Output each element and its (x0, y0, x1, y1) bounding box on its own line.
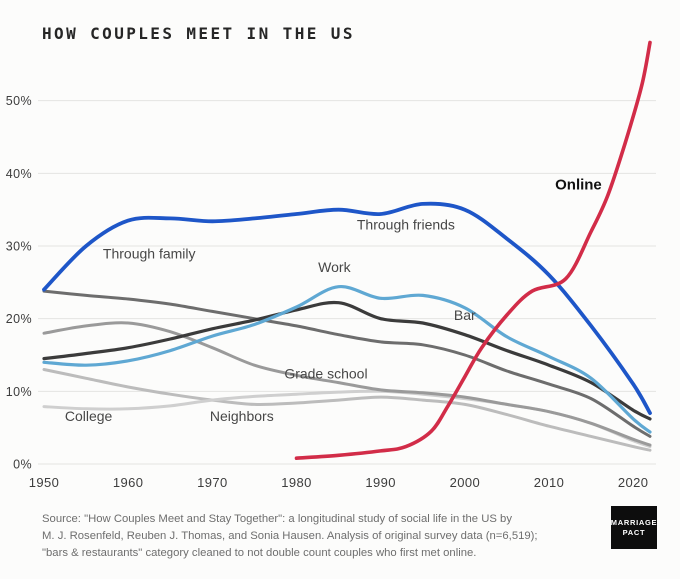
logo-line-2: PACT (622, 528, 646, 537)
series-line-work (42, 285, 652, 434)
series-line-friends (42, 201, 652, 415)
x-tick-label: 1950 (29, 475, 60, 490)
series-line-bar (42, 300, 652, 421)
y-tick-label: 50% (6, 94, 32, 108)
series-line-neighbors (42, 368, 652, 452)
x-tick-label: 2020 (618, 475, 649, 490)
y-tick-label: 30% (6, 240, 32, 254)
series-line-family (42, 289, 652, 438)
y-tick-label: 40% (6, 167, 32, 181)
x-tick-label: 1980 (281, 475, 312, 490)
marriage-pact-logo: MARRIAGE PACT (611, 506, 657, 549)
logo-line-1: MARRIAGE (610, 518, 658, 527)
x-tick-label: 2010 (534, 475, 565, 490)
series-line-grade-school (42, 321, 652, 447)
source-line-3: "bars & restaurants" category cleaned to… (42, 546, 477, 559)
series-label-college: College (65, 408, 113, 424)
x-tick-label: 1960 (113, 475, 144, 490)
series-label-family: Through family (103, 245, 196, 261)
series-label-bar: Bar (454, 307, 476, 323)
series-label-neighbors: Neighbors (210, 408, 274, 424)
x-tick-label: 2000 (450, 475, 481, 490)
y-tick-label: 20% (6, 312, 32, 326)
page-title: HOW COUPLES MEET IN THE US (42, 24, 355, 43)
y-tick-label: 0% (13, 458, 32, 472)
series-line-online (294, 40, 652, 460)
source-line-2: M. J. Rosenfeld, Reuben J. Thomas, and S… (42, 529, 538, 542)
source-note: Source: "How Couples Meet and Stay Toget… (42, 511, 587, 562)
series-label-online: Online (555, 176, 602, 193)
series-label-grade-school: Grade school (284, 365, 367, 381)
source-line-1: Source: "How Couples Meet and Stay Toget… (42, 513, 512, 525)
x-tick-label: 1970 (197, 475, 228, 490)
series-label-work: Work (318, 259, 351, 275)
y-tick-label: 10% (6, 385, 32, 399)
x-tick-label: 1990 (365, 475, 396, 490)
series-label-friends: Through friends (357, 216, 455, 232)
